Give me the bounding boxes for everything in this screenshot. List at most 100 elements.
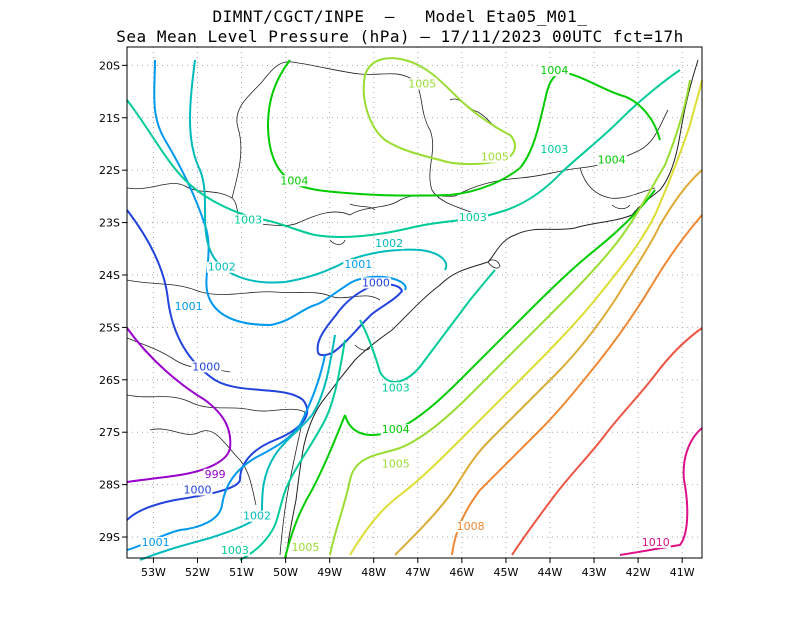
isobar-label-bg — [173, 301, 204, 313]
x-tick-label: 46W — [449, 566, 474, 579]
map-title-line2: Sea Mean Level Pressure (hPa) – 17/11/20… — [116, 27, 684, 46]
isobar-label-bg — [380, 458, 411, 470]
isobar-1005-closed — [362, 57, 516, 166]
x-tick-label: 43W — [582, 566, 607, 579]
isobar-999 — [126, 327, 232, 483]
isobar-label-bg — [640, 536, 671, 548]
isobar-label-bg — [343, 259, 374, 271]
isobar-1004-south — [344, 189, 656, 436]
isobar-label: 1001 — [142, 536, 170, 549]
isobar-1010 — [619, 427, 703, 556]
isobar-label-bg — [203, 468, 227, 480]
isobar-label: 1003 — [382, 381, 410, 394]
isobar-label-bg — [191, 361, 222, 373]
axis-ticks: 53W 52W 51W 50W 49W 48W 47W 46W 45W 44W 43W 42W 41W 2… — [99, 59, 695, 579]
isobar-1009 — [511, 327, 703, 556]
isobar-label: 1005 — [291, 541, 319, 554]
isobar-label-bg — [206, 261, 237, 273]
isobar-label: 1003 — [221, 544, 249, 557]
isobar-1005 — [329, 79, 691, 556]
isobar-label: 1010 — [642, 536, 670, 549]
isobar-1003-sw — [239, 339, 346, 561]
isobar-1007 — [394, 169, 703, 556]
x-tick-label: 45W — [493, 566, 518, 579]
isobar-1003 — [126, 69, 681, 239]
isobar-1000 — [126, 209, 309, 521]
isobar-label: 1005 — [408, 77, 436, 90]
isobar-1004-sw — [284, 414, 346, 559]
x-tick-label: 49W — [317, 566, 342, 579]
isobar-label: 1001 — [175, 300, 203, 313]
isobar-label: 1004 — [382, 423, 410, 436]
isobar-label-bg — [479, 151, 510, 163]
x-tick-label: 52W — [185, 566, 210, 579]
y-tick-label: 25S — [99, 321, 120, 334]
isobar-1008 — [451, 214, 703, 556]
isobar-1001-south — [126, 354, 326, 551]
y-tick-label: 20S — [99, 59, 120, 72]
y-tick-label: 24S — [99, 269, 120, 282]
isobar-label-bg — [233, 214, 264, 226]
isobar-1002-south — [139, 334, 336, 561]
isobar-label: 1004 — [280, 174, 308, 187]
map-title-line1: DIMNT/CGCT/INPE – Model Eta05_M01_ — [212, 7, 588, 26]
isobar-label-bg — [455, 521, 486, 533]
y-tick-label: 29S — [99, 531, 120, 544]
isobar-label: 1002 — [208, 261, 236, 274]
isobar-contours — [126, 57, 703, 561]
isobar-label-bg — [182, 484, 213, 496]
isobar-label-bg — [219, 544, 250, 556]
isobar-label-bg — [457, 211, 488, 223]
isobar-label: 1001 — [344, 258, 372, 271]
x-tick-label: 44W — [538, 566, 563, 579]
isobar-labels: 1005 1004 1005 1003 1004 1004 1003 1003 1002 1002… — [140, 64, 671, 557]
isobar-label: 999 — [205, 468, 226, 481]
isobar-label-bg — [539, 143, 570, 155]
isobar-label: 1003 — [459, 211, 487, 224]
isobar-label: 1008 — [457, 520, 485, 533]
isobar-label-bg — [380, 424, 411, 436]
map-frame — [126, 46, 703, 559]
isobar-label-bg — [279, 175, 310, 187]
y-tick-label: 28S — [99, 479, 120, 492]
isobar-label: 1003 — [540, 143, 568, 156]
isobar-1003-south — [359, 269, 496, 383]
isobar-label: 1005 — [481, 151, 509, 164]
x-tick-label: 47W — [405, 566, 430, 579]
isobar-label-bg — [374, 238, 405, 250]
isobar-1001 — [153, 59, 407, 327]
isobar-label: 1000 — [183, 483, 211, 496]
isobar-label-bg — [241, 510, 272, 522]
isobar-1006 — [349, 79, 703, 556]
y-tick-label: 22S — [99, 164, 120, 177]
y-tick-label: 26S — [99, 374, 120, 387]
isobar-1004 — [266, 59, 661, 197]
x-tick-label: 42W — [626, 566, 651, 579]
y-tick-label: 21S — [99, 112, 120, 125]
isobar-label-bg — [290, 542, 321, 554]
x-tick-label: 48W — [361, 566, 386, 579]
y-tick-label: 23S — [99, 217, 120, 230]
isobar-label: 1004 — [540, 64, 568, 77]
isobar-label-bg — [596, 154, 627, 166]
y-tick-label: 27S — [99, 426, 120, 439]
isobar-label-bg — [360, 277, 391, 289]
coastline-and-borders — [126, 59, 699, 559]
x-tick-label: 50W — [273, 566, 298, 579]
isobar-label-bg — [407, 78, 438, 90]
isobar-label: 1002 — [375, 237, 403, 250]
isobar-label-bg — [140, 536, 171, 548]
x-tick-label: 53W — [141, 566, 166, 579]
isobar-label: 1005 — [382, 457, 410, 470]
isobar-label: 1000 — [192, 360, 220, 373]
isobar-label: 1002 — [243, 510, 271, 523]
isobar-label: 1000 — [362, 276, 390, 289]
x-tick-label: 51W — [229, 566, 254, 579]
isobar-1002 — [189, 59, 448, 284]
isobar-label: 1004 — [598, 153, 626, 166]
x-tick-label: 41W — [670, 566, 695, 579]
isobar-label-bg — [539, 65, 570, 77]
isobar-1000-inner — [316, 283, 404, 357]
isobar-label: 1003 — [234, 214, 262, 227]
isobar-label-bg — [380, 382, 411, 394]
